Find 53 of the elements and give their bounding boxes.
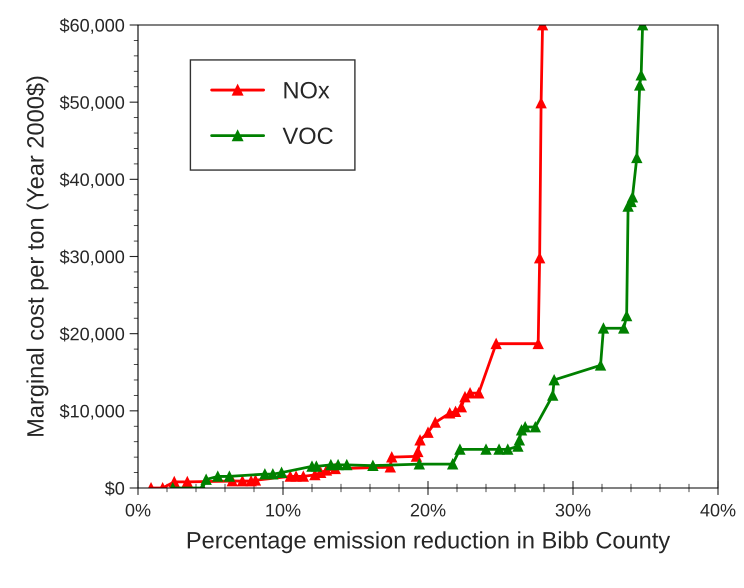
point [502, 444, 514, 455]
point [276, 467, 287, 478]
point [200, 474, 212, 485]
y-tick-label: $60,000 [60, 18, 124, 34]
point [627, 192, 638, 202]
point [310, 461, 322, 472]
point [341, 459, 352, 470]
point [386, 452, 398, 463]
point [182, 476, 193, 488]
point [480, 444, 492, 455]
y-tick-label: $0 [104, 481, 124, 496]
x-tick-label: 20% [410, 504, 446, 517]
point [634, 80, 646, 91]
point [530, 422, 541, 432]
point [618, 322, 630, 334]
legend-label: NOx [284, 82, 330, 99]
point [548, 374, 560, 386]
point [298, 471, 309, 482]
point [267, 468, 278, 480]
point [621, 310, 632, 322]
legend-label: VOC [282, 127, 333, 144]
point [494, 444, 504, 455]
point [259, 468, 270, 480]
point [547, 390, 558, 401]
y-tick-label: $40,000 [60, 172, 124, 188]
point [473, 388, 484, 398]
x-tick-label: 0% [126, 504, 150, 517]
point [598, 322, 609, 334]
point [368, 460, 378, 472]
y-tick-label: $10,000 [60, 404, 124, 420]
point [414, 458, 425, 470]
point [490, 338, 502, 350]
point [422, 427, 434, 438]
y-axis-title: Marginal cost per ton (Year 2000$) [26, 76, 48, 436]
x-tick-label: 40% [700, 504, 736, 517]
point [430, 417, 441, 428]
point [514, 434, 525, 446]
point [447, 458, 458, 470]
point [536, 98, 546, 108]
point [224, 471, 235, 482]
point [412, 446, 424, 458]
point [454, 444, 466, 455]
point [332, 459, 344, 470]
point [237, 476, 248, 486]
y-tick-label: $50,000 [60, 95, 124, 112]
x-tick-label: 10% [266, 504, 300, 517]
point [631, 152, 642, 164]
point [212, 471, 224, 482]
point [414, 434, 426, 446]
x-axis-title: Percentage emission reduction in Bibb County [188, 531, 670, 554]
x-tick-label: 30% [556, 504, 590, 517]
y-tick-label: $20,000 [60, 326, 124, 343]
y-tick-label: $30,000 [60, 250, 124, 266]
